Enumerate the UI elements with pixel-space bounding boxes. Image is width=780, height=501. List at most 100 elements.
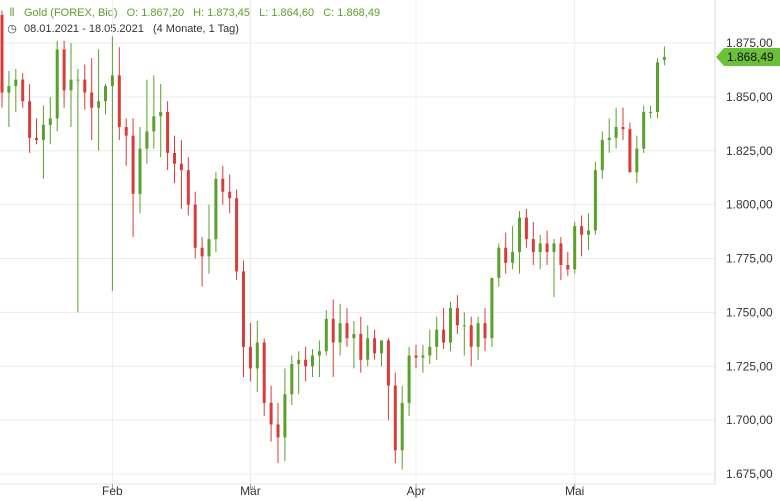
candle-body xyxy=(173,152,176,164)
candlestick-icon: ⫴ xyxy=(9,7,15,19)
candle-body xyxy=(421,355,425,358)
candle-body xyxy=(331,318,335,343)
candle-body xyxy=(159,111,163,117)
candle-body xyxy=(635,148,639,173)
candle-body xyxy=(186,170,190,205)
y-tick-label: 1.850,00 xyxy=(726,90,773,104)
candle-body xyxy=(593,170,597,231)
candle-body xyxy=(524,217,528,240)
candle-body xyxy=(41,124,45,140)
chart-header-quote: ⫴ Gold (FOREX, Bid) O: 1.867,20 H: 1.873,… xyxy=(6,7,386,20)
candle-body xyxy=(221,178,225,192)
candle-body xyxy=(518,217,521,253)
candle-body xyxy=(359,333,363,360)
candle-body xyxy=(442,329,446,343)
candle-body xyxy=(393,385,397,451)
candle-body xyxy=(124,127,128,136)
candle-body xyxy=(511,252,515,263)
candle-body xyxy=(587,230,590,235)
y-tick-label: 1.775,00 xyxy=(726,252,773,266)
candle-body xyxy=(235,198,239,272)
candle-body xyxy=(352,333,356,339)
candle-body xyxy=(504,247,508,263)
candle-body xyxy=(138,148,142,194)
candle-body xyxy=(483,323,487,339)
candle-body xyxy=(152,116,156,132)
last-price-tag: 1.868,49 xyxy=(716,48,780,67)
close-value: C: 1.868,49 xyxy=(323,7,381,19)
candle-body xyxy=(7,86,11,93)
candle-body xyxy=(469,325,473,347)
last-price-marker xyxy=(716,48,780,67)
candle-body xyxy=(324,318,328,352)
candle-body xyxy=(193,204,197,248)
candle-body xyxy=(566,264,570,270)
x-tick-label: Feb xyxy=(102,484,123,498)
candle-body xyxy=(621,127,625,130)
candle-body xyxy=(545,243,549,253)
low-value: L: 1.864,60 xyxy=(259,7,315,19)
candle-body xyxy=(0,14,4,93)
candle-body xyxy=(242,271,245,347)
candle-body xyxy=(338,323,342,343)
candle-body xyxy=(642,111,646,149)
candle-body xyxy=(228,191,232,199)
x-tick-label: Mai xyxy=(565,484,584,498)
candle-body xyxy=(449,308,452,343)
candle-body xyxy=(283,394,287,438)
candle-body xyxy=(248,346,252,369)
clock-icon: ◷ xyxy=(7,23,17,35)
candle-body xyxy=(662,57,666,60)
candle-body xyxy=(35,137,38,140)
candle-body xyxy=(69,79,73,91)
candle-body xyxy=(656,62,659,112)
candle-body xyxy=(117,75,121,128)
candle-body xyxy=(345,323,349,339)
candle-body xyxy=(462,325,466,327)
y-tick-label: 1.825,00 xyxy=(726,144,773,158)
candle-body xyxy=(580,226,584,235)
candle-body xyxy=(28,101,32,138)
candle-body xyxy=(552,243,556,253)
last-price-label: 1.868,49 xyxy=(727,50,774,64)
candle-body xyxy=(21,79,25,102)
candle-body xyxy=(476,323,480,347)
candle-body xyxy=(600,139,604,171)
candle-body xyxy=(207,239,211,257)
y-tick-label: 1.750,00 xyxy=(726,305,773,319)
y-axis: 1.675,00 1.700,00 1.725,00 1.750,00 1.775,00… xyxy=(714,0,773,484)
x-tick-label: Mär xyxy=(240,484,261,498)
instrument-name: Gold (FOREX, Bid) xyxy=(24,7,118,19)
candle-body xyxy=(200,247,204,257)
candle-body xyxy=(311,355,314,367)
candle-body xyxy=(104,86,107,102)
date-range: 08.01.2021 - 18.05.2021 xyxy=(24,23,144,35)
candle-body xyxy=(62,49,66,91)
period-label: (4 Monate, 1 Tag) xyxy=(152,23,239,35)
candle-body xyxy=(400,402,404,451)
candle-body xyxy=(490,277,494,339)
candle-body xyxy=(262,342,266,403)
candle-body xyxy=(304,359,308,367)
candle-body xyxy=(131,135,135,194)
candle-body xyxy=(414,355,418,358)
candle-body xyxy=(573,226,577,270)
candle-body xyxy=(48,118,52,125)
candle-body xyxy=(455,308,459,326)
candle-body xyxy=(373,338,377,354)
candle-body xyxy=(407,355,411,403)
candle-body xyxy=(276,424,280,438)
candle-body xyxy=(55,49,59,119)
candle-body xyxy=(497,247,501,278)
open-value: O: 1.867,20 xyxy=(126,7,185,19)
candle-body xyxy=(649,111,653,113)
candle-body xyxy=(90,92,94,108)
candle-body xyxy=(255,342,259,369)
candle-body xyxy=(145,131,149,149)
candle-body xyxy=(386,340,390,386)
chart-header-range: ◷ 08.01.2021 - 18.05.2021 (4 Monate, 1 Ta… xyxy=(6,22,245,35)
candle-body xyxy=(317,351,321,356)
candle-body xyxy=(435,329,439,347)
candle-body xyxy=(559,243,563,265)
